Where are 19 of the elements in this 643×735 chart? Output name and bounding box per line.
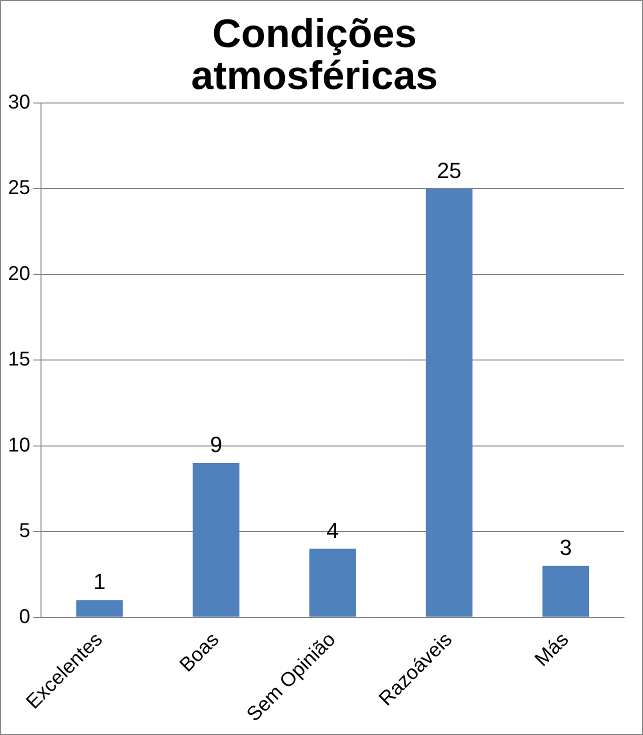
data-label: 3: [560, 534, 572, 560]
bar: [309, 548, 356, 617]
y-tick-label: 15: [8, 348, 30, 371]
y-tick-label: 0: [19, 606, 30, 628]
data-label: 4: [326, 518, 339, 543]
y-tick-label: 20: [8, 262, 30, 285]
y-tick-label: 30: [8, 92, 30, 114]
bar: [542, 566, 590, 617]
bar: [192, 462, 240, 617]
data-label: 1: [93, 569, 106, 594]
x-tick-label: Más: [530, 628, 574, 671]
bar: [426, 188, 472, 617]
y-tick-label: 25: [8, 177, 30, 200]
data-label: 9: [210, 432, 222, 458]
bar: [76, 600, 123, 617]
chart-title: Condições atmosféricas: [191, 12, 438, 98]
y-tick-label: 5: [19, 520, 30, 542]
y-tick-label: 10: [8, 434, 30, 456]
data-label: 25: [436, 158, 462, 183]
